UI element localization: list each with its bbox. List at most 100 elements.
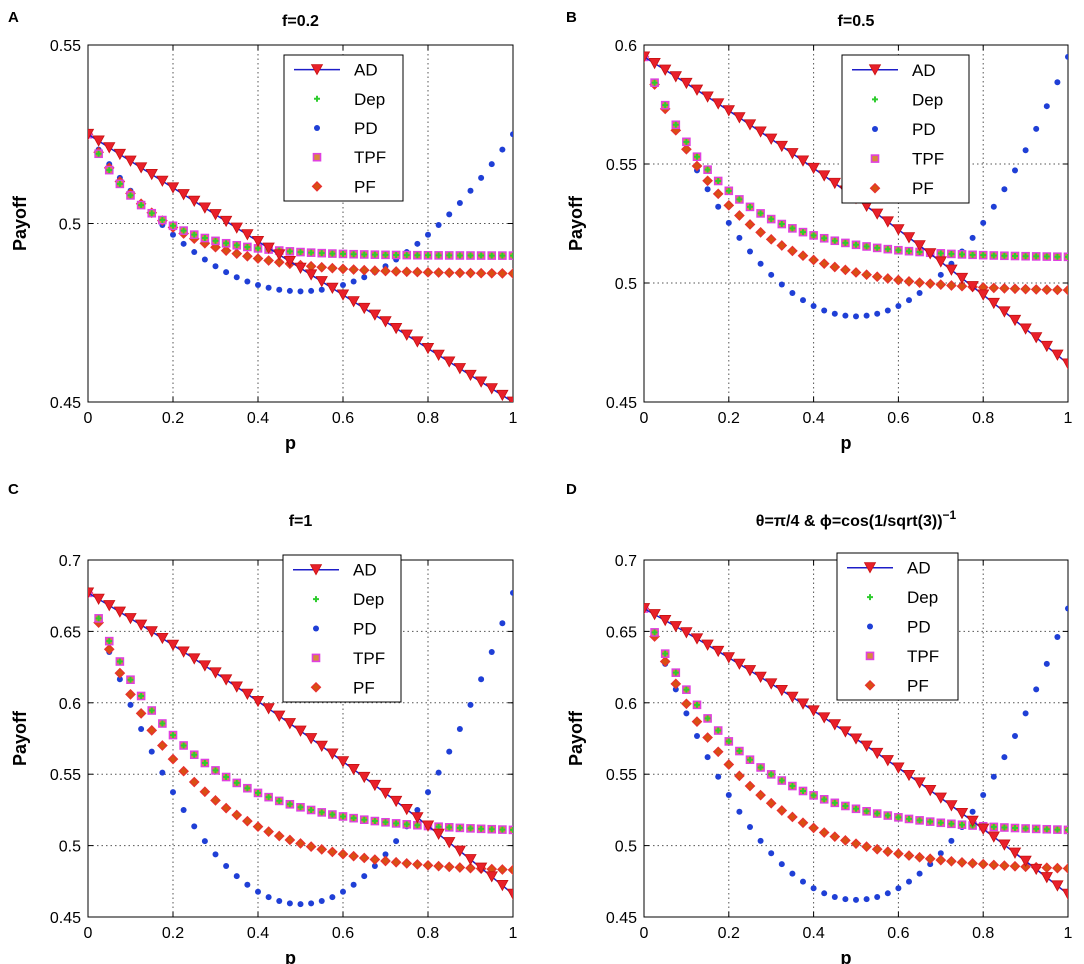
data-point-dep: [853, 241, 859, 248]
legend: AD Dep PD TPF PF: [836, 552, 959, 701]
y-tick-label: 0.7: [59, 553, 81, 570]
y-tick-label: 0.65: [606, 624, 637, 641]
data-point-dep: [499, 826, 506, 833]
data-point-ad: [828, 719, 841, 731]
data-point-dep: [393, 820, 400, 827]
data-point-ad: [166, 182, 180, 194]
panel-letter: A: [8, 9, 19, 26]
data-point-pd: [308, 900, 315, 907]
x-tick-label: 0.8: [972, 925, 994, 942]
x-tick-label: 0.8: [417, 410, 439, 427]
data-point-dep: [1065, 253, 1068, 260]
data-point-ad: [871, 208, 884, 220]
data-point-dep: [467, 825, 474, 832]
data-point-ad: [722, 105, 735, 117]
legend: AD Dep PD TPF PF: [282, 554, 402, 703]
data-point-ad: [506, 396, 513, 402]
data-point-pd: [778, 281, 785, 288]
data-point-dep: [340, 250, 346, 257]
data-point-pf: [220, 802, 232, 814]
data-point-pf: [850, 267, 862, 278]
data-point-dep: [191, 231, 198, 238]
data-point-dep: [747, 756, 753, 763]
data-point-dep: [510, 826, 513, 833]
panel-d: Dθ=π/4 & ϕ=cos(1/sqrt(3))−1 0 0.2 0.4 0.6 0.8…: [566, 481, 1073, 964]
data-point-dep: [1054, 826, 1061, 833]
data-point-pf: [681, 698, 692, 710]
data-point-pf: [903, 850, 915, 861]
data-point-ad: [966, 281, 979, 293]
data-point-dep: [948, 250, 955, 257]
y-tick-label: 0.45: [50, 910, 81, 927]
data-point-pf: [946, 280, 957, 291]
data-point-pf: [829, 831, 841, 843]
data-point-ad: [283, 256, 297, 268]
data-point-dep: [1022, 253, 1029, 260]
data-point-dep: [361, 251, 368, 258]
legend-box: [283, 54, 404, 202]
data-point-ad: [977, 289, 990, 301]
data-point-pd: [1001, 754, 1008, 761]
data-point-dep: [435, 252, 442, 259]
x-tick-label: 0: [640, 410, 649, 427]
data-point-ad: [474, 376, 488, 388]
data-point-pd: [715, 203, 722, 210]
data-point-pf: [486, 267, 498, 279]
data-point-pd: [1001, 186, 1008, 193]
title-superscript: −1: [943, 508, 957, 522]
data-point-ad: [892, 762, 905, 774]
data-point-dep: [201, 235, 208, 242]
data-point-pd: [478, 174, 485, 181]
x-tick-label: 0.4: [247, 925, 269, 942]
data-point-pf: [755, 789, 766, 801]
x-tick-label: 0.6: [887, 410, 909, 427]
data-point-dep: [286, 248, 293, 255]
data-point-ad: [241, 229, 254, 241]
data-point-pf: [369, 265, 381, 276]
data-point-pd: [510, 589, 513, 596]
data-point-dep: [488, 826, 495, 833]
data-point-pf: [146, 725, 158, 736]
data-point-ad: [786, 691, 799, 703]
legend-item-pf: PF: [310, 678, 375, 697]
data-point-dep: [467, 252, 474, 259]
data-point-ad: [432, 349, 445, 361]
x-tick-label: 0.2: [162, 410, 184, 427]
data-point-ad: [506, 888, 513, 900]
data-point-ad: [496, 389, 509, 402]
data-point-pf: [401, 266, 413, 278]
data-point-ad: [166, 639, 180, 651]
data-point-ad: [659, 615, 672, 627]
data-point-dep: [884, 812, 891, 819]
data-point-pf: [412, 266, 423, 278]
data-point-ad: [368, 309, 382, 321]
data-point-pd: [789, 289, 796, 296]
data-point-pd: [906, 297, 912, 304]
data-point-pd: [1043, 660, 1050, 667]
y-tick-label: 0.6: [59, 696, 81, 713]
data-point-pd: [683, 710, 690, 717]
data-point-ad: [818, 170, 831, 182]
data-point-ad: [358, 771, 371, 784]
data-point-pd: [810, 302, 817, 309]
data-point-ad: [336, 289, 350, 301]
data-point-ad: [955, 807, 969, 820]
data-point-pd: [170, 789, 176, 796]
data-point-ad: [496, 880, 509, 892]
data-point-ad: [358, 302, 371, 315]
data-point-pf: [776, 805, 788, 816]
data-point-ad: [315, 740, 328, 753]
data-point-ad: [1019, 855, 1032, 867]
data-point-ad: [294, 725, 307, 737]
legend-marker-ad: [310, 64, 324, 76]
data-point-pd: [1022, 710, 1029, 717]
data-point-pf: [454, 267, 466, 279]
data-point-pf: [840, 264, 851, 276]
data-point-ad: [765, 133, 778, 145]
data-point-pf: [242, 815, 253, 827]
data-point-dep: [778, 221, 785, 228]
y-tick-label: 0.6: [615, 696, 637, 713]
data-point-dep: [329, 250, 336, 257]
